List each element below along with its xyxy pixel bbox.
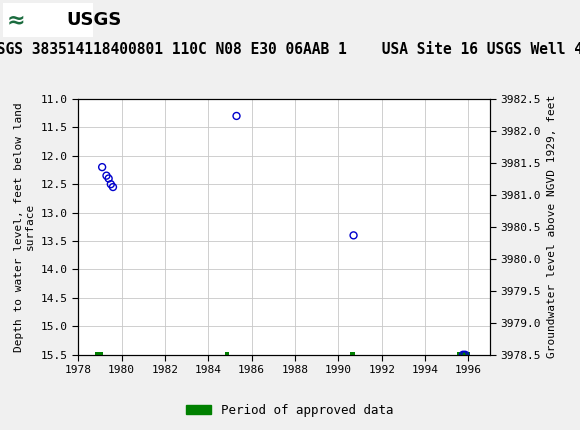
Point <box>458 351 467 358</box>
Y-axis label: Groundwater level above NGVD 1929, feet: Groundwater level above NGVD 1929, feet <box>546 95 557 359</box>
Point <box>106 181 115 187</box>
Text: USGS 383514118400801 110C N08 E30 06AAB 1    USA Site 16 USGS Well 41: USGS 383514118400801 110C N08 E30 06AAB … <box>0 42 580 57</box>
Point <box>232 113 241 120</box>
Point <box>349 232 358 239</box>
Point <box>104 175 113 182</box>
Bar <box>456 352 470 357</box>
Legend: Period of approved data: Period of approved data <box>181 399 399 421</box>
Text: USGS: USGS <box>67 11 122 29</box>
Y-axis label: Depth to water level, feet below land
surface: Depth to water level, feet below land su… <box>14 102 35 352</box>
Text: ≈: ≈ <box>7 10 26 30</box>
Point <box>461 351 470 358</box>
FancyBboxPatch shape <box>3 3 93 37</box>
Bar <box>224 352 229 357</box>
Bar <box>350 352 354 357</box>
Point <box>97 164 107 171</box>
Point <box>102 172 111 179</box>
Bar <box>95 352 103 357</box>
Point <box>108 184 118 190</box>
